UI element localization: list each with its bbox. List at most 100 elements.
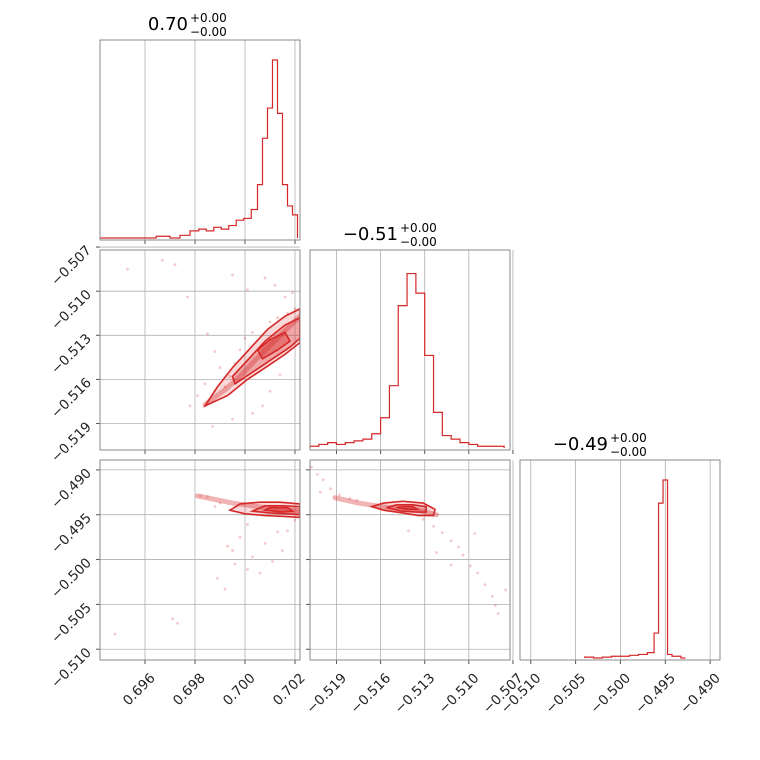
sample-point xyxy=(206,332,209,336)
contour-level-2 xyxy=(396,505,421,511)
x-tick-label: −0.490 xyxy=(677,670,724,717)
sample-point xyxy=(261,404,264,408)
sample-point xyxy=(440,531,444,535)
sample-point xyxy=(276,530,279,534)
sample-point xyxy=(231,417,234,421)
sample-point xyxy=(218,501,222,505)
sample-point xyxy=(203,382,207,386)
y-tick-label: −0.510 xyxy=(48,645,95,692)
sample-point xyxy=(231,549,234,552)
sample-point xyxy=(271,559,274,563)
y-tick-label: −0.495 xyxy=(48,510,95,557)
sample-point xyxy=(407,529,410,533)
sample-point xyxy=(263,542,267,545)
contour-level-1 xyxy=(231,316,300,386)
x-tick-label: 0.702 xyxy=(270,670,309,709)
sample-point xyxy=(211,425,214,428)
sample-point xyxy=(435,550,438,554)
sample-point xyxy=(246,568,249,571)
y-tick-label: −0.510 xyxy=(48,287,95,334)
sample-ridge xyxy=(195,493,300,514)
sample-point xyxy=(421,517,425,521)
scatter-panel-0 xyxy=(126,258,300,428)
sample-point xyxy=(476,571,480,575)
x-tick-label: −0.495 xyxy=(632,670,679,717)
histogram-2 xyxy=(583,479,686,659)
x-tick-label: −0.516 xyxy=(348,670,395,717)
sample-point xyxy=(283,295,287,299)
sample-point xyxy=(173,263,177,267)
x-tick-label: −0.505 xyxy=(543,670,590,717)
sample-point xyxy=(318,490,322,494)
sample-point xyxy=(176,621,179,625)
sample-point xyxy=(258,571,262,575)
contour-level-2 xyxy=(256,331,292,360)
y-tick-label: −0.507 xyxy=(48,243,95,290)
sample-point xyxy=(226,544,229,548)
sample-point xyxy=(281,549,284,552)
panel-title-0: 0.70 +0.00−0.00 xyxy=(148,11,227,39)
panel-frame xyxy=(309,249,511,451)
sample-point xyxy=(243,336,247,340)
sample-point xyxy=(268,389,272,393)
contour-level-2 xyxy=(262,506,295,513)
sample-point xyxy=(490,594,494,598)
sample-point xyxy=(238,348,242,352)
sample-point xyxy=(198,494,202,498)
sample-point xyxy=(457,545,460,549)
sample-point xyxy=(213,350,217,353)
sample-point xyxy=(263,276,267,280)
sample-point xyxy=(461,553,465,557)
sample-point xyxy=(218,366,222,370)
sample-point xyxy=(246,523,249,526)
sample-point xyxy=(276,316,279,320)
sample-point xyxy=(246,288,249,292)
labels-layer: 0.70 +0.00−0.00−0.51 +0.00−0.00−0.510−0.50… xyxy=(48,11,724,717)
sample-point xyxy=(231,273,234,277)
sample-point xyxy=(293,307,297,311)
sample-point xyxy=(293,518,297,522)
sample-point xyxy=(268,320,272,324)
title-minus: −0.00 xyxy=(400,235,437,249)
panel-frame xyxy=(99,39,301,241)
title-plus: +0.00 xyxy=(400,221,437,235)
sample-point xyxy=(126,267,129,271)
panel-frame xyxy=(99,249,301,451)
title-plus: +0.00 xyxy=(610,431,647,445)
sample-point xyxy=(223,587,227,591)
sample-point xyxy=(251,330,254,334)
x-tick-label: −0.519 xyxy=(303,670,350,717)
histogram-0 xyxy=(100,59,299,239)
sample-point xyxy=(348,497,352,500)
sample-point xyxy=(251,411,254,415)
title-value: 0.70 xyxy=(148,14,188,35)
sample-point xyxy=(321,478,325,482)
sample-point xyxy=(493,603,497,607)
sample-point xyxy=(310,465,313,469)
scatter-panel-1 xyxy=(113,493,300,636)
sample-point xyxy=(504,588,507,592)
sample-point xyxy=(161,258,164,262)
sample-point xyxy=(113,632,117,636)
x-tick-label: −0.510 xyxy=(436,670,483,717)
sample-point xyxy=(278,373,282,377)
sample-point xyxy=(228,375,232,378)
sample-point xyxy=(355,498,359,502)
sample-point xyxy=(468,564,472,568)
sample-point xyxy=(449,539,453,543)
title-minus: −0.00 xyxy=(610,445,647,459)
sample-point xyxy=(186,295,189,299)
y-tick-label: −0.490 xyxy=(48,465,95,512)
y-tick-label: −0.505 xyxy=(48,600,95,647)
histogram-1 xyxy=(309,272,505,448)
title-plus: +0.00 xyxy=(190,11,227,25)
y-tick-label: −0.500 xyxy=(48,555,95,602)
sample-point xyxy=(449,563,453,567)
sample-point xyxy=(171,617,174,621)
panels-layer xyxy=(96,39,721,664)
sample-point xyxy=(251,555,254,559)
sample-point xyxy=(432,524,435,528)
sample-point xyxy=(206,495,209,499)
sample-point xyxy=(233,562,237,566)
sample-point xyxy=(329,487,332,491)
